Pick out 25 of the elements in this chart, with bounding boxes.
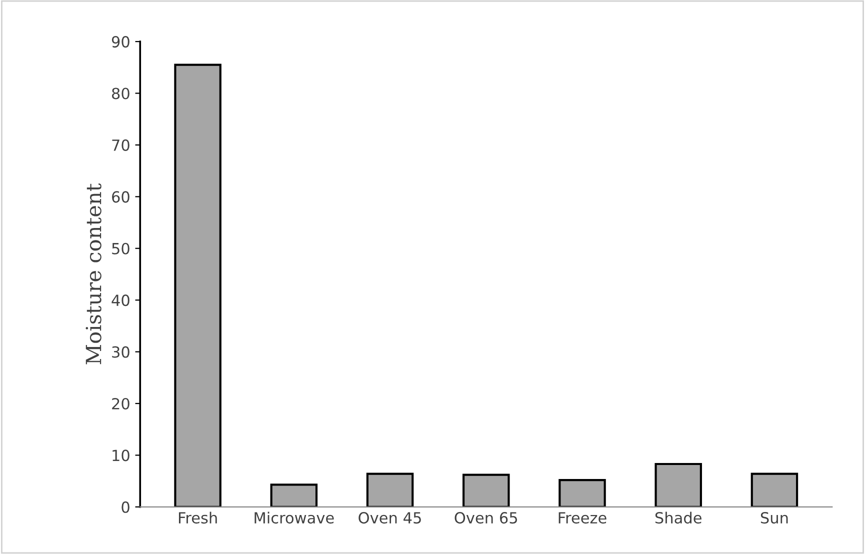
x-tick-label: Freeze xyxy=(558,512,606,524)
y-tick-label: 50 xyxy=(112,242,130,254)
bar xyxy=(462,474,510,507)
y-tick-label: 0 xyxy=(122,501,130,513)
bar xyxy=(654,462,702,507)
y-tick-label: 10 xyxy=(112,450,130,462)
x-tick-label: Oven 45 xyxy=(358,512,421,524)
y-tick-label: 60 xyxy=(112,191,130,203)
bar xyxy=(270,484,318,507)
x-tick-label: Microwave xyxy=(254,512,334,524)
x-tick-label: Oven 65 xyxy=(454,512,518,524)
x-tick-label: Shade xyxy=(655,512,702,524)
y-tick-label: 30 xyxy=(112,346,130,358)
bar xyxy=(558,478,606,507)
y-tick-label: 80 xyxy=(112,88,130,100)
x-tick-label: Sun xyxy=(760,512,788,524)
y-tick-label: 40 xyxy=(112,294,130,306)
bar xyxy=(366,472,414,507)
bar xyxy=(174,64,222,507)
y-axis-title: Moisture content xyxy=(86,183,102,364)
y-tick-label: 20 xyxy=(112,398,130,410)
bar xyxy=(750,472,798,507)
y-tick-label: 70 xyxy=(112,139,130,151)
y-tick-label: 90 xyxy=(112,36,130,48)
x-tick-label: Fresh xyxy=(178,512,217,524)
